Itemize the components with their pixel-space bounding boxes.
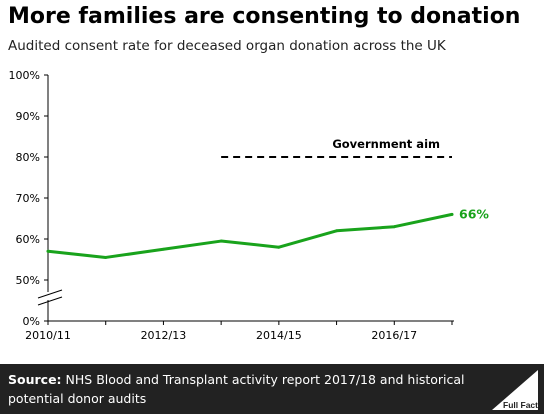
series-line <box>46 212 454 259</box>
data-point <box>46 249 50 253</box>
data-point <box>277 245 281 249</box>
y-tick-label: 60% <box>16 233 40 246</box>
line-chart: 0% 50% 60% 70% 80% 90% 100% 2010/11 2012/13 2014/… <box>9 69 490 342</box>
footer: Source: NHS Blood and Transplant activit… <box>0 364 544 414</box>
source-text: NHS Blood and Transplant activity report… <box>8 372 465 406</box>
data-point <box>104 256 108 259</box>
y-tick-label: 80% <box>16 151 40 164</box>
data-point <box>219 239 223 243</box>
source-label: Source: <box>8 372 62 387</box>
full-fact-logo-icon <box>492 370 538 410</box>
data-point <box>392 225 396 229</box>
chart-subtitle: Audited consent rate for deceased organ … <box>8 38 446 54</box>
target-label: Government aim <box>332 137 440 151</box>
y-tick-label: 70% <box>16 192 40 205</box>
data-point <box>450 213 454 216</box>
axis-break-mark <box>37 296 63 306</box>
data-point <box>335 229 338 233</box>
chart-title: More families are consenting to donation <box>8 4 521 29</box>
y-tick-label: 0% <box>23 315 40 328</box>
data-point <box>162 247 165 251</box>
end-value-label: 66% <box>459 206 489 221</box>
x-tick-label: 2014/15 <box>256 329 302 342</box>
axis-break-mark <box>37 289 63 299</box>
logo-text: Full Fact <box>503 400 538 410</box>
source-note: Source: NHS Blood and Transplant activit… <box>8 370 478 408</box>
y-tick-label: 100% <box>9 69 40 82</box>
y-tick-label: 50% <box>16 274 40 287</box>
x-tick-label: 2010/11 <box>25 329 71 342</box>
x-tick-label: 2012/13 <box>141 329 187 342</box>
x-tick-label: 2016/17 <box>371 329 417 342</box>
y-tick-label: 90% <box>16 110 40 123</box>
